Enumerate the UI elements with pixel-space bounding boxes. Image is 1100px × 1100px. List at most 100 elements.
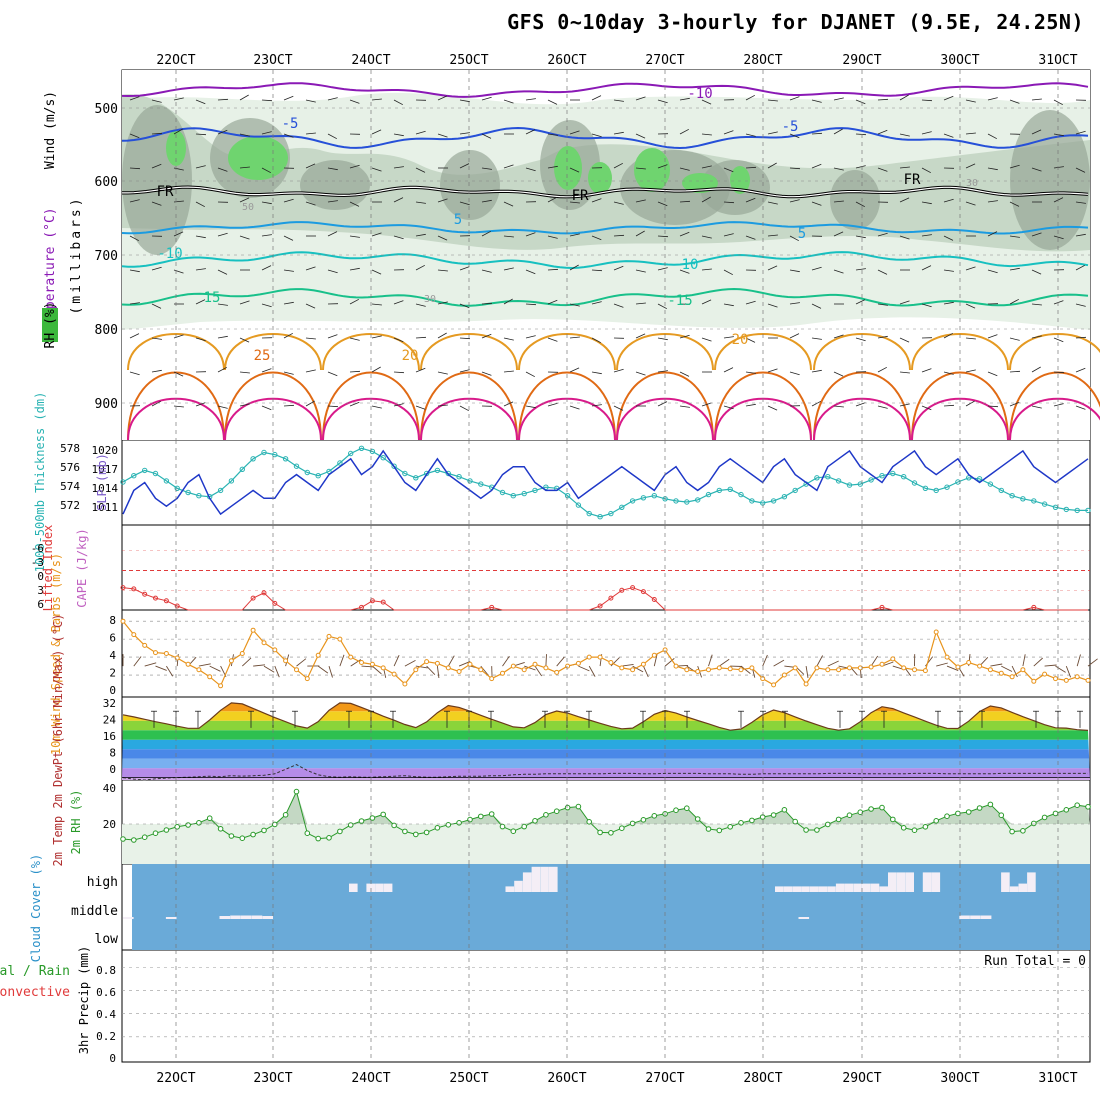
thickness-point <box>770 498 777 504</box>
thickness-point <box>749 498 755 504</box>
wind10-point <box>987 667 993 673</box>
wind-barb <box>393 371 405 374</box>
wind-barb <box>217 303 228 306</box>
ylabel-wind: Wind (m/s) <box>43 91 58 169</box>
wind-barb <box>987 231 998 237</box>
wind-barb <box>195 201 205 208</box>
wind-barb <box>283 371 294 375</box>
panel-frame-li <box>121 524 1091 611</box>
x-top-tick-label: 25OCT <box>449 53 488 68</box>
wind-barb-10m <box>816 655 823 667</box>
rh2m-point <box>651 813 658 819</box>
wind-barb <box>195 165 206 169</box>
contour-label: 20 <box>402 348 419 364</box>
lifted-point <box>153 595 158 601</box>
thickness-point <box>196 493 202 499</box>
wind-barb <box>679 231 690 237</box>
wind10-point <box>434 660 440 666</box>
contour-label: FR <box>157 184 174 200</box>
wind-barb-10m <box>1087 658 1098 667</box>
wind-barb <box>613 234 625 237</box>
thickness-point <box>510 493 516 499</box>
wind-barb <box>591 371 602 375</box>
rh2m-point <box>315 835 322 842</box>
wind-tick-label: 4 <box>109 649 116 662</box>
wind-barb <box>965 132 976 135</box>
wind-barb <box>393 166 404 169</box>
thickness-point <box>564 493 571 499</box>
wind-tick-label: 8 <box>109 614 116 627</box>
wind-barb <box>789 371 800 376</box>
lifted-point <box>250 595 256 601</box>
wind-barb <box>987 269 998 274</box>
wind-barb <box>965 99 976 103</box>
wind10-point <box>912 667 917 673</box>
rh-ylabel: 2m RH (%) <box>69 789 83 854</box>
rh2m-point <box>900 825 907 831</box>
rh2m-point <box>640 817 647 823</box>
wind10-point <box>684 667 690 673</box>
wind-barb-10m <box>253 664 266 667</box>
rh2m-point <box>467 816 473 823</box>
wind-barb <box>767 265 778 271</box>
lifted-tick-label: 0 <box>37 570 44 583</box>
wind-barb <box>877 269 888 275</box>
wind-barb <box>415 303 426 307</box>
cloud-high-bar <box>775 886 784 892</box>
wind-barb <box>965 163 976 169</box>
temp-band <box>122 697 1090 702</box>
rh2m-point <box>835 816 842 823</box>
wind10-point <box>272 647 278 653</box>
wind-barb <box>503 267 514 271</box>
wind-barb <box>723 201 735 204</box>
wind-barb <box>1031 167 1042 172</box>
rh2m-point <box>1085 804 1091 810</box>
wind-barb <box>437 95 448 101</box>
rh2m-point <box>543 812 549 818</box>
wind-barb <box>987 371 998 377</box>
wind-barb <box>1053 197 1064 203</box>
wind-barb-10m <box>458 660 471 667</box>
thickness-point <box>792 487 798 494</box>
wind-barb <box>811 337 822 340</box>
wind-barb <box>635 333 646 339</box>
wind-barb <box>217 98 229 101</box>
lifted-tick-label: -6 <box>31 542 44 555</box>
wind-barb <box>723 233 734 237</box>
wind-barb <box>767 405 778 411</box>
thickness-point <box>304 469 310 476</box>
lifted-point <box>120 585 126 591</box>
wind-barb <box>877 129 888 135</box>
wind-barb <box>1009 201 1020 207</box>
wind-barb <box>437 404 448 407</box>
cloud-high-bar <box>1018 883 1028 892</box>
rh2m-point <box>868 806 874 812</box>
ylabel-convective: Convective <box>0 985 70 1000</box>
pressure-tick-label: 700 <box>95 249 118 264</box>
wind10-point <box>196 667 202 673</box>
wind-barb <box>921 234 932 237</box>
wind-barb-10m <box>578 665 590 672</box>
contour-label: 25 <box>254 348 271 364</box>
wind-barb <box>173 334 184 339</box>
thickness-point <box>348 450 354 457</box>
x-bottom-tick-label: 24OCT <box>351 1071 390 1086</box>
ylabel-lifted: Lifted Index <box>41 525 55 612</box>
precip-panel: Run Total = 0 <box>122 954 1090 1038</box>
wind-barb <box>239 94 249 101</box>
cloud-high-bar <box>375 883 384 892</box>
cloud-high-bar <box>827 886 836 892</box>
wind10-point <box>1031 678 1037 684</box>
wind-barb <box>525 269 536 275</box>
contour-label: FR <box>904 172 921 188</box>
wind-barb <box>811 163 822 169</box>
wind-barb <box>305 163 316 169</box>
wind-barb <box>1009 164 1020 169</box>
rh2m-point <box>987 801 994 808</box>
wind-barb <box>393 99 403 106</box>
thickness-point <box>261 449 267 456</box>
wind-barb-10m <box>762 654 768 667</box>
thickness-point <box>1041 501 1048 507</box>
cloud-high-bar <box>531 866 541 892</box>
wind-barb <box>1031 405 1042 409</box>
